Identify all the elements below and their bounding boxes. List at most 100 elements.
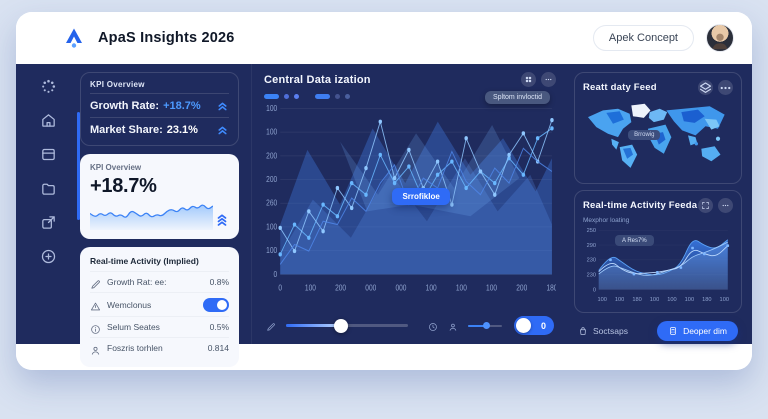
svg-text:100: 100 [266,127,277,137]
svg-text:180: 180 [702,297,711,303]
kpi-label: Growth Rate: [90,99,160,112]
activity-row: Wemclonus [90,292,229,316]
svg-text:180: 180 [632,297,641,303]
svg-text:200: 200 [266,151,277,161]
map-panel-header: Reatt daty Feed [583,80,733,95]
chevrons-up-icon [216,123,229,136]
activity-row-label: Foszris torhlen [107,343,163,353]
map-panel-title: Reatt daty Feed [583,82,657,93]
feed-panel-subtitle: Mexphor loating [583,217,630,224]
svg-text:230: 230 [587,272,596,278]
svg-text:100: 100 [597,297,606,303]
kpi-panel-title: KPI Overview [90,80,145,89]
svg-text:200: 200 [335,283,346,293]
feed-panel-header: Real-time Activity Feeda [583,198,733,213]
activity-row: Growth Rat: ee: 0.8% [90,271,229,292]
plus-circle-icon[interactable] [40,248,57,265]
activity-row-value: 0.814 [207,343,229,353]
footer-link[interactable]: Soctsaps [578,326,628,336]
grid-icon[interactable] [521,72,536,87]
svg-text:100: 100 [456,283,467,293]
share-icon[interactable] [40,214,57,231]
svg-text:0: 0 [274,269,278,279]
svg-text:290: 290 [587,243,596,249]
header-action-button[interactable]: Apek Concept [592,25,694,51]
map-tooltip: Brrowig [628,130,661,141]
sidebar-nav [16,64,80,344]
expand-icon[interactable] [698,198,713,213]
svg-text:100: 100 [720,297,729,303]
loader-icon[interactable] [40,78,57,95]
feed-panel-title: Real-time Activity Feeda [583,200,698,211]
user-avatar[interactable] [706,24,734,52]
right-footer: Soctsaps Deoper dim [574,319,742,342]
person-icon[interactable] [448,320,458,332]
svg-text:0: 0 [593,287,596,293]
kpi-card: KPI Overview +18.7% [80,154,239,239]
slider-knob[interactable] [333,318,348,333]
home-icon[interactable] [40,112,57,129]
app-logo-icon [62,26,86,50]
svg-text:100: 100 [615,297,624,303]
svg-text:260: 260 [266,198,277,208]
footer-link-label: Soctsaps [593,326,628,337]
kpi-row-growth-rate: Growth Rate: +18.7% [90,93,229,117]
chart-tooltip: Spltom invloctid [484,91,550,104]
svg-text:0: 0 [278,283,282,293]
primary-action-button[interactable]: Deoper dim [657,321,738,342]
svg-text:200: 200 [516,283,527,293]
chart-controls: 0 [264,309,556,338]
app-window: ApaS Insights 2026 Apek Concept KPI Over… [16,12,752,370]
folder-icon[interactable] [40,180,57,197]
kpi-card-value: +18.7% [90,175,157,197]
count-toggle[interactable]: 0 [514,316,554,335]
central-panel-title: Central Data ization [264,73,371,86]
legend-dot [294,94,299,99]
dashboard-content: KPI Overview Growth Rate: +18.7% Market … [16,64,752,367]
warning-icon [90,299,101,311]
user-icon [90,343,101,355]
more-icon[interactable] [541,72,556,87]
more-icon[interactable] [718,198,733,213]
layout-icon[interactable] [40,146,57,163]
svg-text:000: 000 [395,283,406,293]
svg-text:100: 100 [667,297,676,303]
central-panel-header: Central Data ization [264,72,556,87]
kpi-overview-panel: KPI Overview Growth Rate: +18.7% Market … [80,72,239,146]
svg-text:200: 200 [266,174,277,184]
person-silhouette-icon [712,33,728,50]
activity-row: Foszris torhlen 0.814 [90,337,229,358]
activity-card-title: Real-time Activity (Implied) [90,256,199,266]
main-slider[interactable] [285,318,408,333]
toggle-knob[interactable] [516,318,532,333]
svg-text:100: 100 [266,103,277,113]
chevrons-up-icon [216,99,229,112]
more-icon[interactable] [718,80,733,95]
sidebar-active-indicator [77,112,80,220]
map-panel: Reatt daty Feed [574,72,742,184]
layers-icon[interactable] [698,80,713,95]
svg-text:250: 250 [587,228,596,234]
chart-badge-button[interactable]: Srrofikloe [392,188,450,206]
toggle-count: 0 [540,320,546,331]
map-panel-buttons [698,80,733,95]
app-title: ApaS Insights 2026 [98,30,235,46]
activity-toggle[interactable] [203,297,229,312]
activity-card: Real-time Activity (Implied) Growth Rat:… [80,247,239,367]
right-column: Reatt daty Feed [566,64,752,344]
chart-legend [264,94,556,99]
activity-row-label: Selum Seates [107,322,160,332]
legend-pill [264,94,279,99]
mini-slider[interactable] [467,321,503,330]
pen-icon[interactable] [266,320,276,332]
mini-slider-knob[interactable] [483,321,491,329]
svg-text:230: 230 [587,258,596,264]
central-panel-buttons [521,72,556,87]
svg-text:100: 100 [305,283,316,293]
kpi-column: KPI Overview Growth Rate: +18.7% Market … [80,64,252,367]
clock-icon[interactable] [428,320,438,332]
world-map [588,103,725,168]
primary-action-label: Deoper dim [683,326,727,337]
app-header: ApaS Insights 2026 Apek Concept [16,12,752,64]
